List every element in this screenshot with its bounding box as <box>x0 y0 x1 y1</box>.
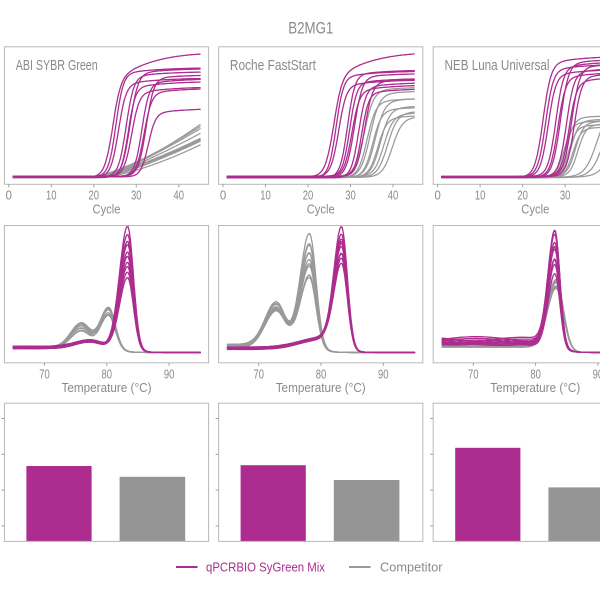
svg-text:Temperature (°C): Temperature (°C) <box>490 380 580 395</box>
svg-text:0: 0 <box>434 188 440 202</box>
svg-text:20: 20 <box>89 188 100 202</box>
svg-text:90: 90 <box>164 367 175 381</box>
svg-text:Cycle: Cycle <box>93 201 121 216</box>
svg-text:qPCRBIO SyGreen Mix: qPCRBIO SyGreen Mix <box>206 561 326 575</box>
svg-text:0: 0 <box>220 188 226 202</box>
svg-text:80: 80 <box>102 367 113 381</box>
svg-text:30: 30 <box>560 188 571 202</box>
svg-text:70: 70 <box>468 367 479 381</box>
svg-text:80: 80 <box>316 367 327 381</box>
svg-text:40: 40 <box>388 188 399 202</box>
svg-text:30: 30 <box>345 188 356 202</box>
svg-text:Temperature (°C): Temperature (°C) <box>276 380 366 395</box>
svg-text:Roche FastStart: Roche FastStart <box>230 57 317 74</box>
svg-text:0: 0 <box>6 188 12 202</box>
svg-text:90: 90 <box>378 367 389 381</box>
svg-text:NEB Luna Universal: NEB Luna Universal <box>445 57 550 74</box>
svg-text:30: 30 <box>131 188 142 202</box>
svg-text:Temperature (°C): Temperature (°C) <box>62 380 152 395</box>
svg-text:90: 90 <box>593 367 600 381</box>
svg-text:20: 20 <box>303 188 314 202</box>
svg-text:10: 10 <box>46 188 57 202</box>
svg-text:20: 20 <box>517 188 528 202</box>
svg-text:B2MG1: B2MG1 <box>288 18 333 37</box>
svg-text:40: 40 <box>174 188 185 202</box>
svg-text:ABI SYBR Green: ABI SYBR Green <box>16 57 98 74</box>
svg-text:10: 10 <box>260 188 271 202</box>
svg-text:Cycle: Cycle <box>521 201 549 216</box>
svg-text:Competitor: Competitor <box>380 561 443 575</box>
svg-text:10: 10 <box>475 188 486 202</box>
svg-text:70: 70 <box>253 367 264 381</box>
svg-text:70: 70 <box>39 367 50 381</box>
svg-text:Cycle: Cycle <box>307 201 335 216</box>
svg-text:80: 80 <box>530 367 541 381</box>
